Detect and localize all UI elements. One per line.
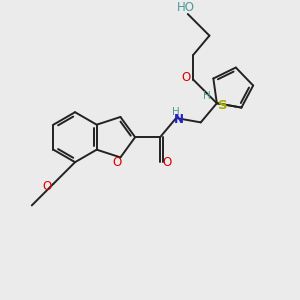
Text: O: O <box>181 71 190 84</box>
Text: HO: HO <box>177 1 195 14</box>
Text: H: H <box>172 107 180 117</box>
Text: S: S <box>218 99 227 112</box>
Text: O: O <box>42 180 51 193</box>
Text: O: O <box>162 156 172 169</box>
Text: H: H <box>203 91 211 100</box>
Text: N: N <box>174 113 184 127</box>
Text: O: O <box>112 156 121 169</box>
